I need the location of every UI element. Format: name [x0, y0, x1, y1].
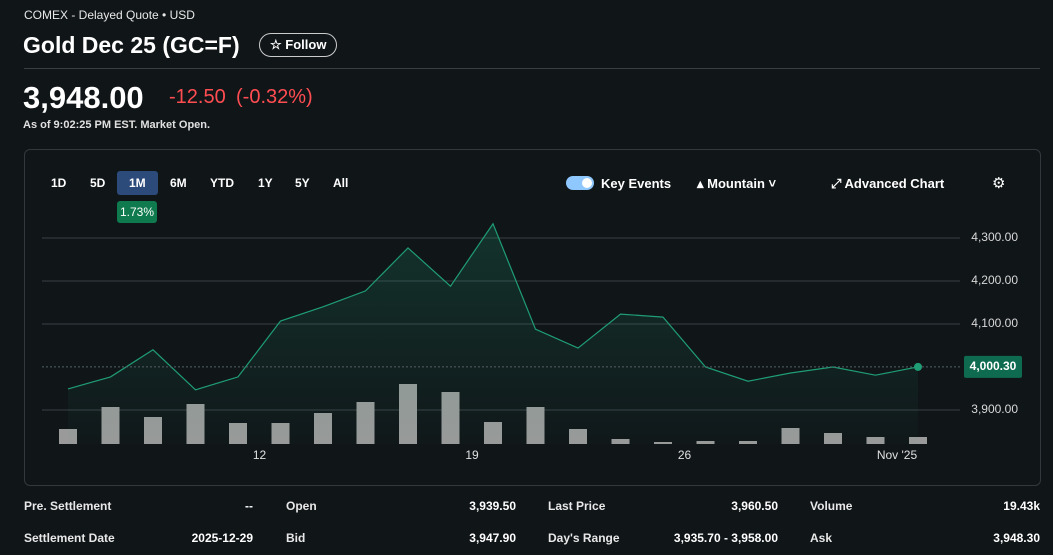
- advanced-chart[interactable]: ⤢ Advanced Chart: [831, 176, 945, 191]
- x-tick-label: Nov '25: [877, 448, 918, 462]
- chart-panel: [24, 149, 1041, 486]
- x-tick-label: 19: [465, 448, 479, 462]
- range-button[interactable]: 5Y: [295, 176, 310, 190]
- as-of: As of 9:02:25 PM EST. Market Open.: [23, 119, 211, 131]
- stat-value: 3,935.70 - 3,958.00: [673, 531, 778, 545]
- range-button[interactable]: 1D: [51, 176, 67, 190]
- last-price-label: 4,000.30: [970, 359, 1017, 373]
- toggle[interactable]: [566, 176, 594, 190]
- stat-label: Settlement Date: [24, 531, 115, 545]
- stat-value: --: [245, 499, 253, 513]
- title: Gold Dec 25 (GC=F): [23, 32, 240, 58]
- range-button[interactable]: 6M: [170, 176, 187, 190]
- chart-style-label: Mountain: [707, 176, 765, 191]
- range-button[interactable]: 1M: [117, 171, 158, 195]
- follow-button[interactable]: ☆ Follow: [259, 33, 338, 57]
- settings-icon[interactable]: ⚙: [992, 175, 1006, 192]
- stat-value: 3,939.50: [469, 499, 516, 513]
- last-point: [914, 362, 922, 371]
- stat-label: Last Price: [548, 499, 606, 513]
- source: COMEX - Delayed Quote • USD: [24, 8, 195, 22]
- stat-label: Bid: [286, 531, 306, 545]
- range-button[interactable]: 1Y: [258, 176, 273, 190]
- area: [68, 223, 918, 444]
- range-change: 1.73%: [117, 201, 157, 223]
- change: -12.50: [169, 86, 226, 108]
- last-price-badge: [964, 355, 1022, 378]
- stat-label: Pre. Settlement: [24, 499, 112, 513]
- y-tick-label: 4,200.00: [971, 273, 1018, 287]
- line: [67, 222, 919, 391]
- range-button[interactable]: YTD: [210, 176, 234, 190]
- stat-label: Open: [286, 499, 317, 513]
- y-tick-label: 4,100.00: [971, 316, 1018, 330]
- range-button[interactable]: All: [333, 176, 349, 190]
- key-events[interactable]: Key Events: [601, 176, 672, 191]
- x-tick-label: 26: [678, 448, 692, 462]
- stat-label: Ask: [810, 531, 833, 545]
- stat-value: 19.43k: [1003, 499, 1040, 513]
- price: 3,948.00: [23, 80, 144, 115]
- change-pct: (-0.32%): [236, 86, 313, 108]
- stat-value: 3,960.50: [731, 499, 778, 513]
- divider: [24, 68, 1040, 69]
- stat-label: Volume: [810, 499, 853, 513]
- y-tick-label: 4,300.00: [971, 230, 1018, 244]
- range-button[interactable]: 5D: [90, 176, 106, 190]
- advanced-label: Advanced Chart: [844, 176, 945, 191]
- chart-style[interactable]: ▴ Mountain ˅: [697, 176, 777, 191]
- y-tick-label: 3,900.00: [971, 402, 1018, 416]
- x-tick-label: 12: [253, 448, 267, 462]
- stat-value: 3,947.90: [469, 531, 516, 545]
- stat-value: 3,948.30: [993, 531, 1040, 545]
- stat-label: Day's Range: [548, 531, 620, 545]
- follow-label: Follow: [285, 37, 327, 52]
- stat-value: 2025-12-29: [191, 531, 253, 545]
